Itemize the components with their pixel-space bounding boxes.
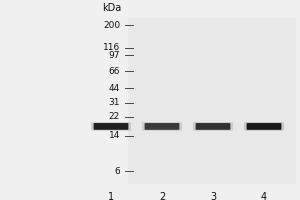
Text: 44: 44 (109, 84, 120, 93)
Text: kDa: kDa (102, 3, 122, 13)
FancyBboxPatch shape (94, 123, 128, 130)
FancyBboxPatch shape (196, 123, 230, 130)
FancyBboxPatch shape (142, 122, 182, 131)
Text: 4: 4 (261, 192, 267, 200)
FancyBboxPatch shape (128, 18, 296, 184)
Text: 14: 14 (109, 131, 120, 140)
FancyBboxPatch shape (193, 122, 233, 131)
FancyBboxPatch shape (244, 122, 284, 131)
Text: 31: 31 (109, 98, 120, 107)
Text: 22: 22 (109, 112, 120, 121)
Text: 66: 66 (109, 67, 120, 76)
FancyBboxPatch shape (145, 123, 179, 130)
FancyBboxPatch shape (91, 122, 131, 131)
Text: 2: 2 (159, 192, 165, 200)
FancyBboxPatch shape (247, 123, 281, 130)
Text: 1: 1 (108, 192, 114, 200)
Text: 200: 200 (103, 21, 120, 29)
Text: 97: 97 (109, 51, 120, 60)
Text: 6: 6 (114, 166, 120, 176)
Text: 3: 3 (210, 192, 216, 200)
Text: 116: 116 (103, 43, 120, 52)
